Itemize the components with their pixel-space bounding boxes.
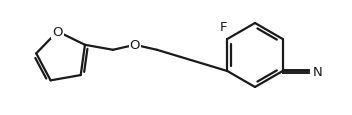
Text: N: N xyxy=(313,65,322,78)
Text: O: O xyxy=(52,26,63,39)
Text: F: F xyxy=(220,21,227,34)
Text: O: O xyxy=(130,39,140,52)
